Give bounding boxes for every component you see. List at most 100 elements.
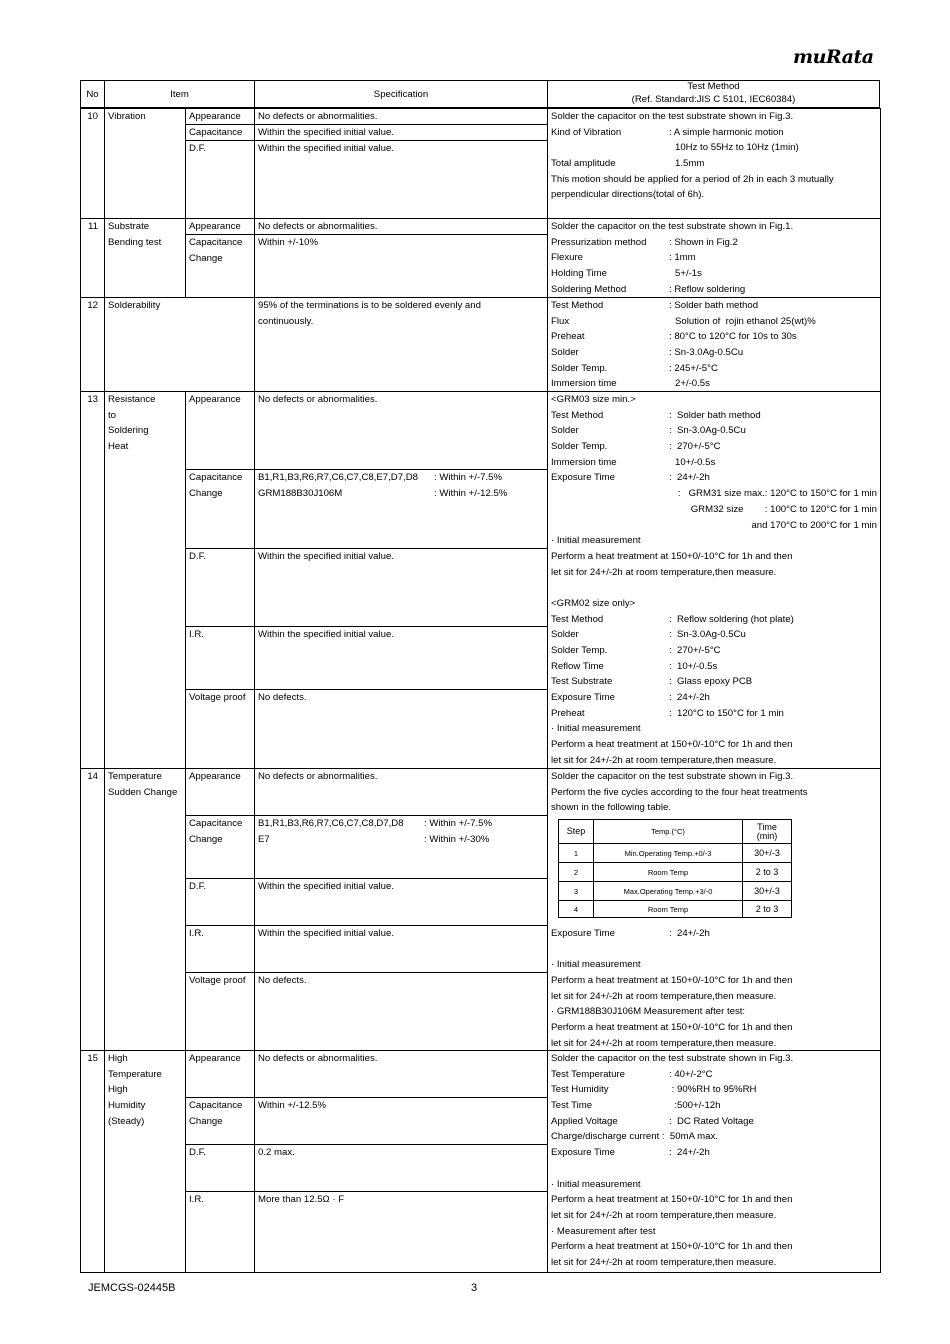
spec-line: B1,R1,B3,R6,R7,C6,C7,C8,E7,D7,D8: Within… [258,470,544,486]
method-line: · Initial measurement [551,1177,877,1193]
method-line-label: shown in the following table. [551,802,671,814]
spec-line: No defects. [258,690,544,706]
header-item: Item [104,80,255,108]
spec-line: continuously. [258,314,544,330]
method-line: Flexure: 1mm [551,250,877,266]
row-11-subitem: Capacitance Change [185,234,255,298]
method-line: Exposure Time: 24+/-2h [551,1145,877,1161]
spec-line-label: Within the specified initial value. [258,551,394,562]
row-13-specification: B1,R1,B3,R6,R7,C6,C7,C8,E7,D7,D8: Within… [254,469,548,549]
method-line-label: Solder Temp. [551,645,608,656]
method-line: · Measurement after test [551,1224,877,1240]
method-line-value: : Reflow soldering [669,283,746,295]
method-line: Test Method: Reflow soldering (hot plate… [551,612,877,628]
method-line-label: Perform a heat treatment at 150+0/-10°C … [551,1241,793,1253]
row-13-specification: Within the specified initial value. [254,626,548,690]
method-line-value: : 24+/-2h [669,472,710,484]
test-number-label: 15 [87,1053,98,1064]
cycle-header-text: Temp.(°C) [651,827,685,836]
method-line-label: Solder [551,347,579,359]
cycle-header-cell: Step [558,819,594,844]
cycle-table-row: 4 Room Temp 2 to 3 [558,900,792,918]
row-11-subitem: Appearance [185,218,255,235]
method-line: Charge/discharge current : 50mA max. [551,1129,877,1145]
spec-line: 0.2 max. [258,1145,544,1161]
row-13-test-method: <GRM03 size min.> Test Method: Solder bat… [547,391,881,769]
method-line-label: Holding Time [551,268,607,280]
cycle-cell: 2 [558,862,594,882]
spec-line: No defects. [258,973,544,989]
cycle-header-text: Step [566,826,586,836]
method-line: let sit for 24+/-2h at room temperature,… [551,1208,877,1224]
cycle-cell: 3 [558,881,594,901]
spec-line-label: B1,R1,B3,R6,R7,C6,C7,C8,E7,D7,D8 [258,472,418,483]
method-line-label: let sit for 24+/-2h at room temperature,… [551,1256,777,1268]
spec-line: Within the specified initial value. [258,141,544,157]
spec-line-label: GRM188B30J106M [258,487,343,499]
spec-line: No defects or abnormalities. [258,769,544,785]
method-line: Total amplitude 1.5mm [551,156,877,172]
header-no-label: No [86,89,99,100]
item-name-line: Solderability [108,300,161,311]
method-line: Reflow Time: 10+/-0.5s [551,659,877,675]
method-line: Preheat: 120°C to 150°C for 1 min [551,706,877,722]
subitem-label: Appearance [189,111,241,122]
method-line-value: : Glass epoxy PCB [669,676,753,688]
subitem-label: Appearance [189,771,241,782]
spec-line: No defects or abnormalities. [258,219,544,235]
spec-line-label: No defects or abnormalities. [258,1053,378,1064]
row-13-specification: Within the specified initial value. [254,548,548,627]
test-number-label: 10 [87,111,98,122]
method-line: Immersion time 10+/-0.5s [551,455,877,471]
method-line-value: :500+/-12h [669,1100,721,1112]
method-line-label: let sit for 24+/-2h at room temperature,… [551,754,777,766]
cycle-cell: 30+/-3 [742,843,792,863]
test-number: 12 [84,298,98,314]
row-14-no: 14 [80,768,105,1051]
method-line: Immersion time 2+/-0.5s [551,376,877,392]
method-line: : GRM31 size max.: 120°C to 150°C for 1 … [551,486,877,502]
row-15-item: High Temperature High Humidity (Steady) [104,1050,186,1273]
method-line-label: Solder [551,629,579,641]
subitem-label: D.F. [189,881,207,892]
method-line-label: Pressurization method [551,236,647,248]
method-line [551,580,877,596]
method-line: Solder the capacitor on the test substra… [551,769,877,785]
method-line-label: Test Substrate [551,676,613,688]
row-11-specification: Within +/-10% [254,234,548,298]
row-15-subitem: Capacitance Change [185,1097,255,1145]
method-line: let sit for 24+/-2h at room temperature,… [551,1036,877,1052]
item-name-line: (Steady) [108,1115,145,1127]
method-line-value: Solution of rojin ethanol 25(wt)% [675,315,816,327]
subitem-label: Appearance [189,1053,241,1064]
row-12-item: Solderability [104,297,255,392]
item-name-line: Resistance [108,394,156,405]
method-line-value: 2+/-0.5s [675,378,710,390]
cycle-cell: Max.Operating Temp.+3/-0 [593,881,743,901]
subitem-label: Appearance [189,394,241,405]
subitem-label: I.R. [189,629,204,640]
cycle-cell: 1 [558,843,594,863]
cycle-cell: Min.Operating Temp.+0/-3 [593,843,743,863]
method-line-label: Test Temperature [551,1068,625,1080]
cycle-cell: Room Temp [593,900,743,918]
method-line-label: Test Method [551,300,604,311]
item-name-line: High [108,1053,128,1064]
method-line: Holding Time 5+/-1s [551,266,877,282]
row-11-item: Substrate Bending test [104,218,186,298]
row-10-subitem: Appearance [185,108,255,125]
method-line: · GRM188B30J106M Measurement after test: [551,1004,877,1020]
spec-line-label: B1,R1,B3,R6,R7,C6,C7,C8,D7,D8 [258,818,404,829]
subitem-label: Appearance [189,221,241,232]
spec-line-label: Within the specified initial value. [258,881,394,892]
spec-line-label: No defects or abnormalities. [258,111,378,122]
method-line: This motion should be applied for a peri… [551,172,877,188]
method-line-label: Solder Temp. [551,441,608,453]
method-line: Test Method: Solder bath method [551,408,877,424]
method-line: Perform a heat treatment at 150+0/-10°C … [551,1192,877,1208]
method-line: let sit for 24+/-2h at room temperature,… [551,1255,877,1271]
method-line: Kind of Vibration: A simple harmonic mot… [551,125,877,141]
row-15-specification: Within +/-12.5% [254,1097,548,1145]
row-10-subitem: Capacitance [185,124,255,141]
test-number: 10 [84,109,98,125]
